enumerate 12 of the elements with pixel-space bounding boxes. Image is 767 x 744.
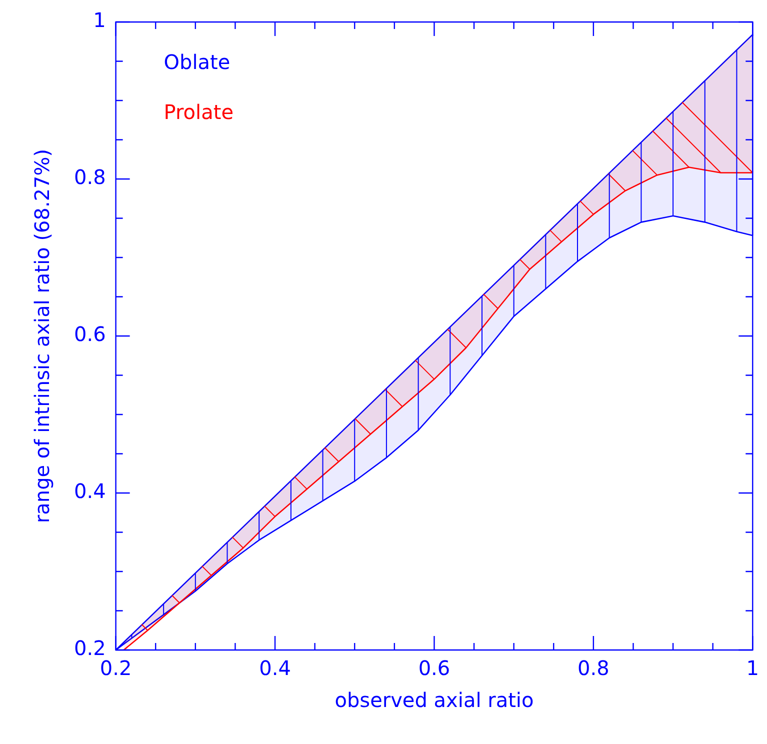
x-tick-label: 0.8 xyxy=(578,656,610,680)
y-tick-label: 0.8 xyxy=(74,165,106,190)
x-tick-label: 0.4 xyxy=(259,656,291,680)
y-tick-label: 0.4 xyxy=(74,479,106,504)
y-tick-label: 0.6 xyxy=(74,322,106,346)
x-tick-label: 1 xyxy=(746,656,760,680)
y-tick-label: 1 xyxy=(93,8,106,32)
legend-label: Oblate xyxy=(164,50,230,74)
y-axis-title: range of intrinsic axial ratio (68.27%) xyxy=(30,148,54,524)
text: Prolate xyxy=(164,100,234,124)
x-axis-title: observed axial ratio xyxy=(334,688,534,712)
x-tick-label: 0.6 xyxy=(418,656,450,680)
